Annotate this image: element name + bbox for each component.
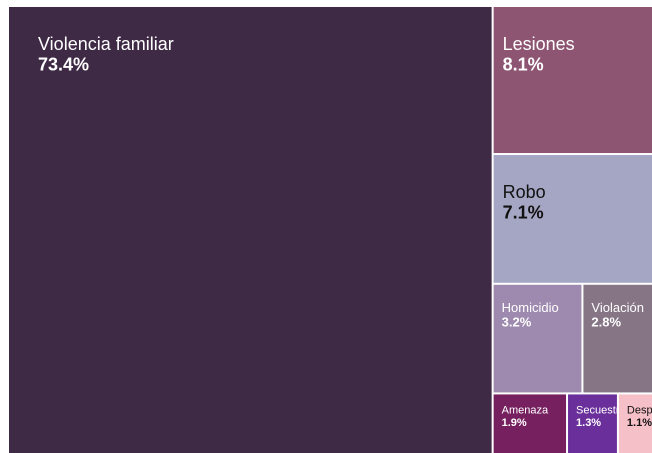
cell-label: Secuestro	[576, 404, 626, 416]
cell-label: Despojo	[627, 404, 652, 416]
cell-label: Lesiones	[503, 34, 575, 54]
treemap-cell	[583, 284, 652, 393]
cell-label: Violencia familiar	[38, 34, 174, 54]
cell-value-label: 3.2%	[502, 315, 532, 330]
cell-value-label: 2.8%	[591, 315, 621, 330]
cell-value-label: 73.4%	[38, 55, 89, 75]
cell-value-label: 1.1%	[627, 417, 652, 429]
cell-label: Violación	[591, 300, 644, 315]
cell-label: Amenaza	[502, 404, 549, 416]
cell-value-label: 7.1%	[503, 203, 544, 223]
treemap-cell	[493, 284, 582, 393]
cell-label: Homicidio	[502, 300, 559, 315]
treemap-cell	[618, 394, 652, 453]
cell-value-label: 1.9%	[502, 417, 527, 429]
cell-label: Robo	[503, 182, 546, 202]
treemap-cell	[493, 155, 652, 283]
cell-value-label: 1.3%	[576, 417, 601, 429]
treemap-cell	[9, 7, 492, 453]
treemap-cell	[568, 394, 617, 453]
treemap-cell	[493, 7, 652, 154]
cell-value-label: 8.1%	[503, 55, 544, 75]
treemap-cell	[493, 394, 567, 453]
